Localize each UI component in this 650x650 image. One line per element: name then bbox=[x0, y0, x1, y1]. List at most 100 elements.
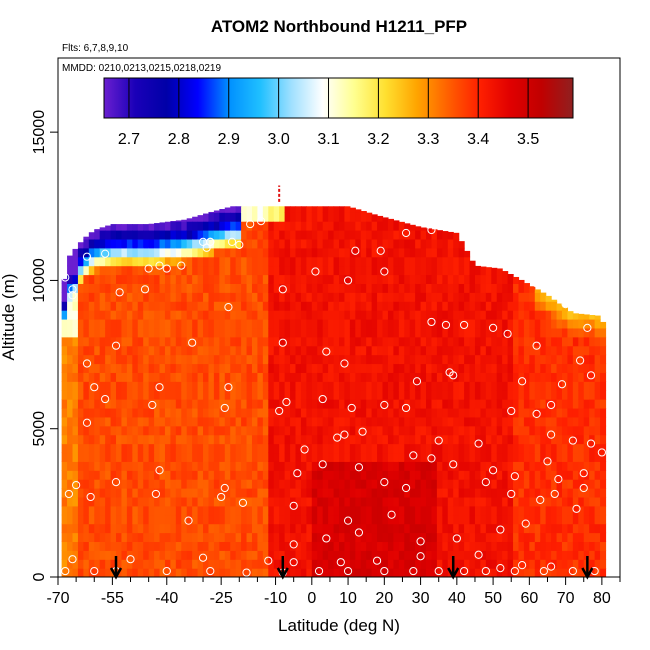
heatmap-cell bbox=[333, 425, 340, 436]
heatmap-cell bbox=[137, 256, 144, 267]
heatmap-cell bbox=[540, 372, 547, 382]
heatmap-cell bbox=[349, 399, 356, 409]
heatmap-cell bbox=[164, 372, 171, 382]
heatmap-cell bbox=[116, 292, 123, 302]
heatmap-cell bbox=[502, 550, 509, 560]
heatmap-cell bbox=[458, 559, 465, 569]
heatmap-cell bbox=[94, 488, 101, 498]
heatmap-cell bbox=[208, 523, 215, 534]
heatmap-cell bbox=[94, 407, 101, 418]
heatmap-cell bbox=[518, 452, 525, 462]
heatmap-cell bbox=[143, 505, 150, 516]
heatmap-cell bbox=[551, 523, 558, 534]
heatmap-cell bbox=[360, 532, 367, 543]
heatmap-cell bbox=[523, 345, 530, 356]
heatmap-cell bbox=[126, 399, 133, 409]
heatmap-cell bbox=[328, 212, 335, 222]
heatmap-cell bbox=[132, 327, 139, 338]
heatmap-cell bbox=[311, 514, 318, 525]
heatmap-cell bbox=[61, 532, 68, 543]
heatmap-cell bbox=[273, 434, 280, 445]
heatmap-cell bbox=[170, 425, 177, 436]
heatmap-cell bbox=[67, 568, 74, 577]
heatmap-cell bbox=[83, 514, 90, 525]
heatmap-cell bbox=[322, 372, 329, 382]
heatmap-cell bbox=[132, 390, 139, 400]
heatmap-cell bbox=[268, 354, 275, 365]
heatmap-cell bbox=[377, 318, 384, 329]
heatmap-cell bbox=[230, 425, 237, 436]
heatmap-cell bbox=[148, 301, 155, 311]
heatmap-cell bbox=[507, 390, 514, 400]
heatmap-cell bbox=[88, 488, 95, 498]
heatmap-cell bbox=[398, 407, 405, 418]
heatmap-cell bbox=[360, 301, 367, 311]
heatmap-cell bbox=[328, 265, 335, 276]
heatmap-cell bbox=[94, 559, 101, 569]
heatmap-cell bbox=[170, 363, 177, 373]
heatmap-cell bbox=[230, 443, 237, 454]
heatmap-cell bbox=[453, 541, 460, 551]
heatmap-cell bbox=[208, 390, 215, 400]
heatmap-cell bbox=[545, 416, 552, 427]
heatmap-cell bbox=[300, 265, 307, 276]
heatmap-cell bbox=[507, 407, 514, 418]
heatmap-cell bbox=[360, 212, 367, 222]
heatmap-cell bbox=[426, 310, 433, 320]
heatmap-cell bbox=[453, 532, 460, 543]
heatmap-cell bbox=[251, 425, 259, 436]
heatmap-cell bbox=[262, 443, 269, 454]
heatmap-cell bbox=[589, 425, 596, 436]
heatmap-cell bbox=[203, 274, 210, 284]
heatmap-cell bbox=[518, 559, 525, 569]
heatmap-cell bbox=[110, 336, 117, 347]
heatmap-cell bbox=[556, 523, 563, 534]
heatmap-cell bbox=[213, 274, 220, 284]
heatmap-cell bbox=[219, 345, 226, 356]
heatmap-cell bbox=[126, 345, 133, 356]
heatmap-cell bbox=[159, 434, 166, 445]
heatmap-cell bbox=[72, 461, 79, 471]
heatmap-cell bbox=[366, 345, 373, 356]
heatmap-cell bbox=[328, 372, 335, 382]
heatmap-cell bbox=[181, 470, 188, 480]
heatmap-cell bbox=[545, 407, 552, 418]
heatmap-cell bbox=[241, 523, 248, 534]
sample-point bbox=[155, 466, 164, 475]
heatmap-cell bbox=[126, 230, 133, 240]
heatmap-cell bbox=[600, 523, 607, 534]
heatmap-cell bbox=[540, 390, 547, 400]
heatmap-cell bbox=[186, 434, 193, 445]
heatmap-cell bbox=[382, 390, 389, 400]
heatmap-cell bbox=[328, 247, 335, 258]
heatmap-cell bbox=[257, 247, 264, 258]
heatmap-cell bbox=[230, 461, 237, 471]
heatmap-cell bbox=[398, 238, 405, 249]
heatmap-cell bbox=[306, 443, 313, 454]
heatmap-cell bbox=[61, 372, 68, 382]
heatmap-cell bbox=[322, 256, 329, 267]
heatmap-cell bbox=[513, 310, 520, 320]
heatmap-cell bbox=[360, 568, 367, 577]
heatmap-cell bbox=[600, 399, 607, 409]
heatmap-cell bbox=[246, 265, 253, 276]
heatmap-cell bbox=[116, 443, 123, 454]
heatmap-cell bbox=[197, 310, 204, 320]
heatmap-cell bbox=[371, 443, 378, 454]
heatmap-cell bbox=[300, 407, 307, 418]
heatmap-cell bbox=[257, 238, 264, 249]
heatmap-cell bbox=[192, 283, 199, 293]
heatmap-cell bbox=[241, 327, 248, 338]
heatmap-cell bbox=[491, 318, 498, 329]
heatmap-cell bbox=[186, 381, 193, 391]
heatmap-cell bbox=[464, 354, 471, 365]
heatmap-cell bbox=[513, 461, 520, 471]
heatmap-cell bbox=[121, 505, 128, 516]
heatmap-cell bbox=[349, 354, 356, 365]
heatmap-cell bbox=[355, 568, 362, 577]
heatmap-cell bbox=[339, 390, 346, 400]
heatmap-cell bbox=[197, 488, 204, 498]
heatmap-cell bbox=[213, 327, 220, 338]
heatmap-cell bbox=[241, 363, 248, 373]
heatmap-cell bbox=[458, 256, 465, 267]
